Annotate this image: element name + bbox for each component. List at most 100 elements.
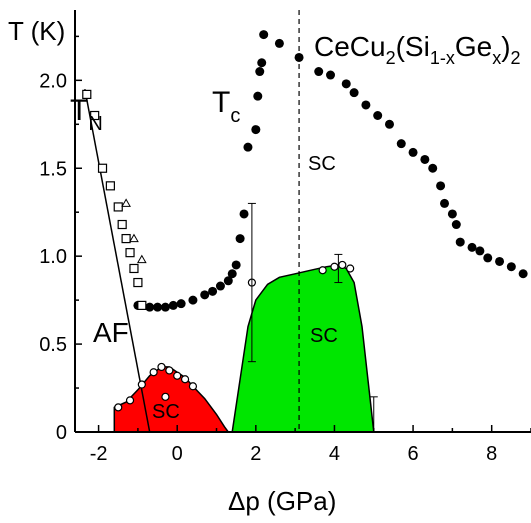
tc-sub: c: [230, 105, 240, 127]
tc-point: [420, 154, 430, 164]
tc-point: [259, 30, 269, 40]
title-base: CeCu: [314, 31, 386, 62]
tc-point: [200, 290, 210, 300]
tc-point: [145, 302, 155, 312]
tc-point: [176, 299, 186, 309]
tn-triangle-point: [121, 198, 131, 207]
tc-point: [341, 79, 351, 89]
tc-point: [208, 286, 218, 296]
title-mid: (Si: [396, 31, 430, 62]
sc-open-point: [125, 396, 135, 405]
y-tick-label: 2.0: [39, 70, 67, 92]
tn-point: [125, 248, 135, 258]
x-tick-label: 6: [408, 443, 419, 465]
sc-red-label: SC: [152, 401, 180, 423]
tc-point: [274, 38, 284, 48]
tc-point: [239, 209, 249, 219]
tc-point: [440, 198, 450, 208]
tc-label: Tc: [212, 86, 240, 127]
sc-open-point: [180, 375, 190, 384]
tc-point: [506, 262, 516, 272]
guide-lines: [84, 10, 300, 433]
tc-point: [255, 67, 265, 77]
tn-point: [117, 219, 127, 230]
sc-green-region: [231, 264, 375, 433]
tc-point: [251, 125, 261, 135]
sc-open-point: [346, 264, 355, 273]
tc-point: [447, 209, 457, 219]
tc-main: T: [212, 86, 230, 119]
tc-point: [257, 58, 267, 68]
tn-line: [84, 88, 151, 433]
tc-point: [483, 253, 493, 263]
sc-open-point: [188, 382, 198, 391]
tc-point: [384, 119, 394, 129]
sc-upper-label: SC: [308, 153, 336, 175]
x-tick-label: -2: [90, 443, 108, 465]
svg-text:CeCu2(Si1-xGex)2: CeCu2(Si1-xGex)2: [314, 31, 521, 68]
tn-triangle-point: [136, 254, 147, 264]
tc-point: [495, 256, 505, 266]
tc-point: [168, 300, 178, 310]
tn-point: [113, 202, 123, 212]
sc-open-point: [137, 380, 146, 389]
tc-point: [396, 139, 406, 149]
tc-point: [188, 295, 198, 305]
tc-point: [294, 52, 304, 62]
tn-main: T: [70, 94, 88, 127]
tc-point: [314, 67, 324, 77]
tc-point: [455, 237, 465, 247]
x-axis-label: Δp (GPa): [228, 486, 336, 516]
x-tick-label: 0: [172, 443, 183, 465]
svg-text:TN: TN: [70, 94, 103, 135]
tn-point: [82, 89, 92, 100]
y-tick-label: 1.5: [39, 158, 67, 180]
sc-open-point: [114, 403, 123, 412]
tn-point: [137, 300, 147, 310]
x-tick-label: 8: [486, 443, 497, 465]
y-tick-label: 0: [56, 422, 67, 444]
sc-open-point: [338, 260, 347, 270]
tn-point: [90, 110, 100, 121]
tc-point: [451, 220, 461, 230]
tn-point: [121, 233, 131, 244]
tn-triangle-point: [129, 233, 139, 243]
y-tick-label: 1.0: [39, 246, 67, 268]
sc-open-point: [149, 368, 158, 377]
tn-point: [97, 163, 108, 173]
sc-open-point: [330, 262, 339, 271]
tc-point: [408, 147, 418, 157]
tc-point: [253, 91, 263, 101]
tc-point: [227, 269, 237, 279]
title-sub3: x: [492, 48, 501, 68]
tc-point: [235, 234, 245, 244]
axes: -2 0 2 4 6 8 0 0.5 1.0 1.5 2.0: [39, 10, 531, 465]
sc-open-point: [161, 392, 170, 401]
tc-point: [231, 260, 241, 270]
data-points: [82, 30, 528, 433]
chart-title: CeCu2(Si1-xGex)2: [314, 31, 521, 68]
tc-point: [518, 269, 528, 279]
tc-point: [475, 246, 485, 256]
tn-label: TN: [70, 94, 103, 135]
tc-point: [326, 70, 336, 80]
title-end: ): [501, 31, 510, 62]
tc-point: [361, 100, 371, 110]
tc-point: [467, 242, 477, 252]
tc-point: [428, 163, 438, 173]
tc-point: [349, 88, 359, 98]
y-axis-label: T (K): [8, 16, 65, 46]
tc-point: [373, 111, 383, 120]
x-tick-label: 4: [329, 443, 340, 465]
tn-point: [129, 263, 139, 274]
tc-point: [215, 281, 225, 291]
sc-open-point: [173, 371, 182, 380]
tn-point: [133, 277, 143, 288]
sc-regions: [113, 264, 375, 433]
af-label: AF: [93, 317, 129, 348]
title-sub1: 2: [386, 48, 396, 68]
tn-point: [105, 181, 115, 191]
sc-green-label: SC: [310, 325, 338, 347]
tc-point: [436, 181, 446, 191]
